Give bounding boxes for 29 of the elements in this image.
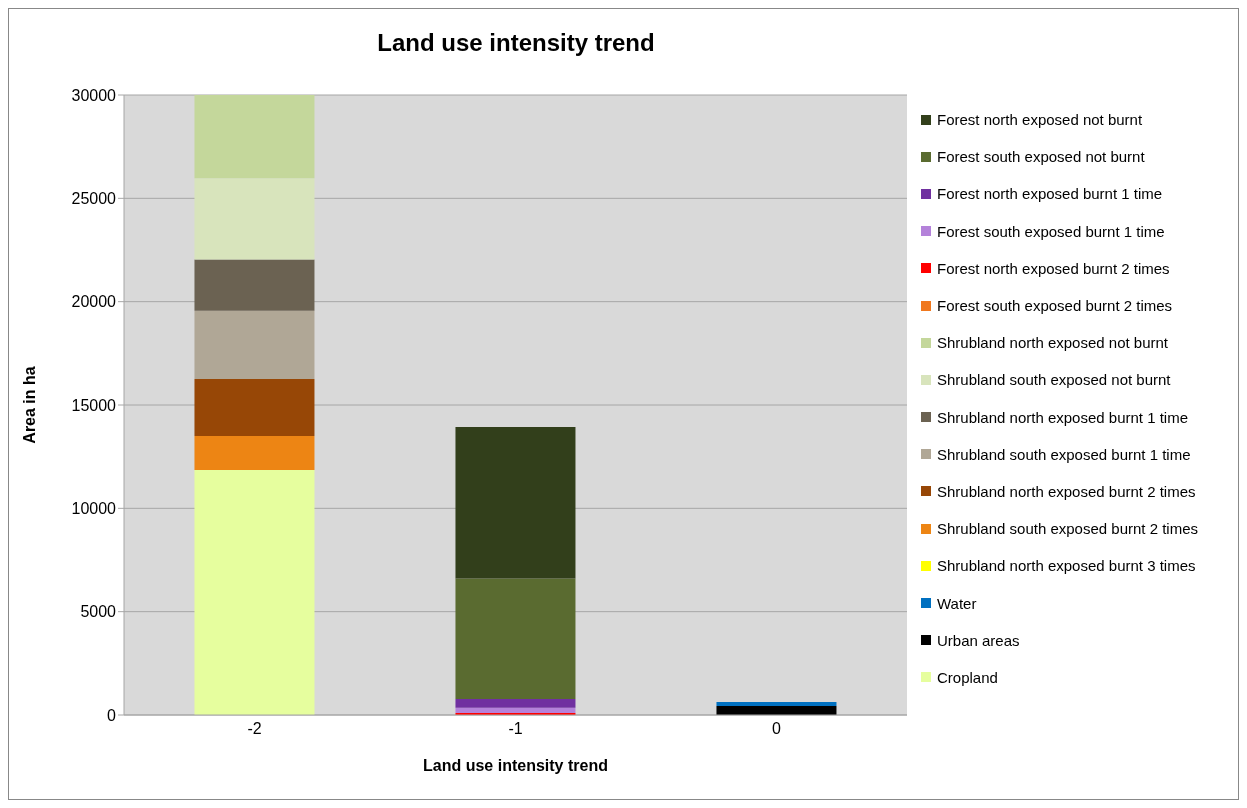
x-tick-label: -1 [508, 720, 523, 738]
x-tick-label: 0 [772, 720, 782, 738]
legend-label: Forest south exposed burnt 2 times [937, 297, 1173, 315]
legend-label: Shrubland north exposed burnt 1 time [937, 408, 1188, 426]
legend-label: Forest south exposed not burnt [937, 148, 1145, 166]
legend-label: Water [937, 594, 977, 612]
legend-label: Forest north exposed burnt 1 time [937, 185, 1163, 203]
legend-label: Urban areas [937, 631, 1020, 649]
legend-label: Forest north exposed burnt 2 times [937, 259, 1170, 277]
y-axis-title: Area in ha [20, 366, 38, 444]
legend-label: Cropland [937, 668, 998, 686]
legend-label: Shrubland south exposed burnt 1 time [937, 445, 1191, 463]
legend-label: Shrubland south exposed burnt 2 times [937, 520, 1198, 538]
legend-label: Forest south exposed burnt 1 time [937, 222, 1165, 240]
y-tick-label: 0 [107, 706, 117, 724]
legend-label: Forest north exposed not burnt [937, 111, 1143, 129]
y-tick-label: 20000 [71, 293, 117, 311]
x-tick-label: -2 [247, 720, 262, 738]
legend-label: Shrubland north exposed not burnt [937, 334, 1168, 352]
y-tick-label: 30000 [71, 86, 117, 104]
y-tick-label: 5000 [80, 603, 117, 621]
chart-title: Land use intensity trend [376, 29, 656, 57]
x-axis-title: Land use intensity trend [423, 757, 608, 774]
y-tick-label: 15000 [71, 396, 117, 414]
legend-label: Shrubland north exposed burnt 3 times [937, 557, 1196, 575]
y-tick-label: 10000 [71, 500, 117, 518]
legend-label: Shrubland north exposed burnt 2 times [937, 482, 1196, 500]
legend-label: Shrubland south exposed not burnt [937, 371, 1171, 389]
y-tick-label: 25000 [71, 190, 117, 208]
